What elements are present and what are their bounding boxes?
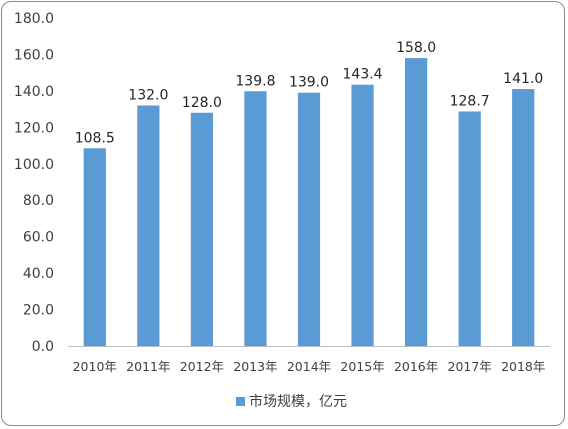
y-tick-label: 40.0 bbox=[23, 266, 54, 282]
y-tick-label: 100.0 bbox=[14, 157, 54, 173]
y-axis: 0.0 20.0 40.0 60.0 80.0 100.0 120.0 140.0 160.0 1… bbox=[14, 11, 54, 355]
bar bbox=[83, 148, 106, 346]
x-tick-label: 2013年 bbox=[233, 359, 277, 374]
data-label: 139.0 bbox=[289, 75, 329, 91]
data-label: 132.0 bbox=[128, 87, 168, 103]
data-label: 158.0 bbox=[396, 40, 436, 56]
y-tick-label: 20.0 bbox=[23, 303, 54, 319]
y-tick-label: 180.0 bbox=[14, 11, 54, 27]
x-tick-label: 2010年 bbox=[73, 359, 117, 374]
legend: 市场规模，亿元 bbox=[236, 393, 347, 410]
data-labels: 108.5 132.0 128.0 139.8 139.0 143.4 158.0 128.7… bbox=[75, 40, 544, 146]
y-tick-label: 0.0 bbox=[32, 339, 54, 355]
bar bbox=[404, 58, 428, 346]
x-tick-label: 2012年 bbox=[180, 359, 224, 374]
data-label: 128.0 bbox=[182, 95, 222, 111]
x-tick-label: 2018年 bbox=[501, 359, 545, 374]
bar bbox=[458, 111, 481, 346]
y-tick-label: 60.0 bbox=[23, 230, 54, 246]
bar bbox=[244, 91, 267, 347]
x-tick-label: 2011年 bbox=[126, 359, 170, 374]
data-label: 141.0 bbox=[503, 71, 543, 87]
y-tick-label: 140.0 bbox=[14, 84, 54, 100]
bar bbox=[512, 89, 535, 347]
legend-swatch bbox=[236, 397, 245, 406]
data-label: 128.7 bbox=[450, 93, 490, 109]
x-axis: 2010年 2011年 2012年 2013年 2014年 2015年 2016年 2017年… bbox=[73, 359, 546, 374]
legend-label: 市场规模，亿元 bbox=[249, 393, 347, 410]
bar bbox=[351, 84, 374, 347]
data-label: 143.4 bbox=[343, 67, 383, 83]
x-tick-label: 2014年 bbox=[287, 359, 331, 374]
bar bbox=[297, 92, 321, 346]
x-tick-label: 2015年 bbox=[340, 359, 384, 374]
data-label: 108.5 bbox=[75, 130, 115, 146]
y-tick-label: 120.0 bbox=[14, 120, 54, 136]
data-label: 139.8 bbox=[235, 73, 275, 89]
x-tick-label: 2016年 bbox=[394, 359, 438, 374]
bar bbox=[137, 105, 160, 346]
bar bbox=[190, 112, 214, 346]
bar-series bbox=[83, 58, 535, 347]
y-tick-label: 160.0 bbox=[14, 47, 54, 63]
x-tick-label: 2017年 bbox=[448, 359, 492, 374]
y-tick-label: 80.0 bbox=[23, 193, 54, 209]
